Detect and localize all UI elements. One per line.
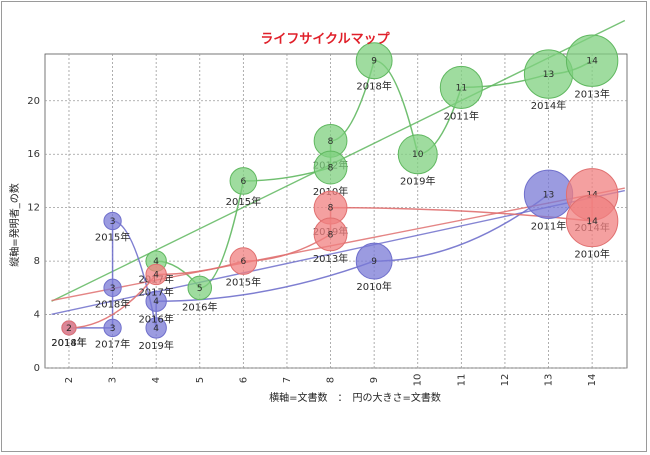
x-tick-label: 5 [195,377,206,383]
bubble-size-label: 13 [543,190,554,200]
bubble [103,211,122,231]
axis-ticks: 2 3 4 5 6 7 8 9 10 11 12 13 14 0 4 8 12 16 20 [27,96,598,387]
bubble-size-label: 14 [586,57,598,67]
bubble [229,167,258,195]
bubble [103,318,122,338]
bubble-size-label: 8 [328,204,334,214]
bubble-year-label: 2011年 [444,109,479,122]
bubble-size-label: 4 [153,324,159,334]
bubble-year-label: 2017年 [95,338,130,351]
bubble [565,34,619,87]
bubble-size-label: 8 [328,230,334,240]
bubble-year-label: 2014年 [531,99,566,112]
bubble-year-label: 2018年 [95,297,130,310]
bubble [229,247,258,275]
bubble [397,134,438,175]
bubble-size-label: 10 [412,150,424,160]
bubble-size-label: 8 [328,164,334,174]
bubble-year-label: 2017年 [138,286,173,299]
bubble [103,278,122,297]
bubble-year-label: 2019年 [138,339,173,352]
bubbles: 52016年42017年62015年82012年82010年92018年1020… [51,34,619,352]
series-trend-line [51,189,625,316]
chart-title: ライフサイクルマップ [260,32,390,47]
y-tick-label: 0 [34,363,40,374]
y-tick-label: 16 [27,149,40,160]
y-tick-label: 8 [34,256,40,267]
x-tick-label: 13 [544,374,555,387]
bubble-size-label: 9 [371,257,377,267]
bubble-year-label: 2011年 [531,219,566,232]
bubble-year-label: 2010年 [574,248,609,261]
bubble [313,150,348,185]
bubble-size-label: 13 [543,70,554,80]
bubble [61,320,77,336]
bubble-year-label: 2013年 [574,87,609,100]
x-tick-label: 3 [108,377,119,383]
bubble-size-label: 9 [371,57,377,67]
bubble [145,317,167,339]
bubble [313,217,348,252]
bubble-size-label: 14 [586,217,598,227]
bubble-size-label: 11 [456,83,467,93]
bubble [187,275,213,301]
x-tick-label: 11 [456,374,467,387]
bubble [145,263,167,286]
bubble-size-label: 8 [328,137,334,147]
x-tick-label: 6 [238,377,249,383]
bubble-year-label: 2018年 [51,336,86,349]
x-tick-label: 4 [151,377,162,383]
x-tick-label: 7 [282,377,293,383]
bubble-year-label: 2015年 [226,195,261,208]
y-tick-label: 4 [34,310,40,321]
bubble-year-label: 2018年 [356,80,391,93]
x-tick-label: 8 [326,377,337,383]
bubble [355,42,393,80]
y-tick-label: 12 [27,203,40,214]
bubble-year-label: 2013年 [313,252,348,265]
bubble-year-label: 2015年 [95,231,130,244]
bubble-year-label: 2016年 [138,312,173,325]
bubble-size-label: 6 [240,177,246,187]
bubble-year-label: 2019年 [400,175,435,188]
bubble-year-label: 2014年 [51,336,86,349]
x-tick-label: 9 [369,377,380,383]
y-tick-label: 20 [27,96,40,107]
bubble-size-label: 4 [153,257,159,267]
bubble [565,194,619,248]
bubble-size-label: 3 [110,217,116,227]
bubble-year-label: 2010年 [356,280,391,293]
bubble-size-label: 5 [197,284,203,294]
bubble-size-label: 4 [153,297,159,307]
bubble [439,65,483,109]
x-tick-label: 2 [64,377,75,383]
bubble-year-label: 2016年 [182,301,217,314]
bubble [355,242,393,280]
y-axis-label: 縦軸=発明者_の数 [8,183,21,266]
bubble-size-label: 4 [153,270,159,280]
bubble-year-label: 2015年 [226,275,261,288]
bubble-size-label: 3 [110,324,116,334]
x-tick-label: 10 [413,374,424,387]
bubble-size-label: 2 [66,324,72,334]
bubble-size-label: 6 [240,257,246,267]
bubble-size-label: 3 [110,284,116,294]
x-tick-label: 14 [587,374,598,387]
bubble [145,290,167,312]
x-axis-label: 横軸=文書数 ： 円の大きさ=文書数 [269,391,441,404]
x-tick-label: 12 [500,374,511,387]
